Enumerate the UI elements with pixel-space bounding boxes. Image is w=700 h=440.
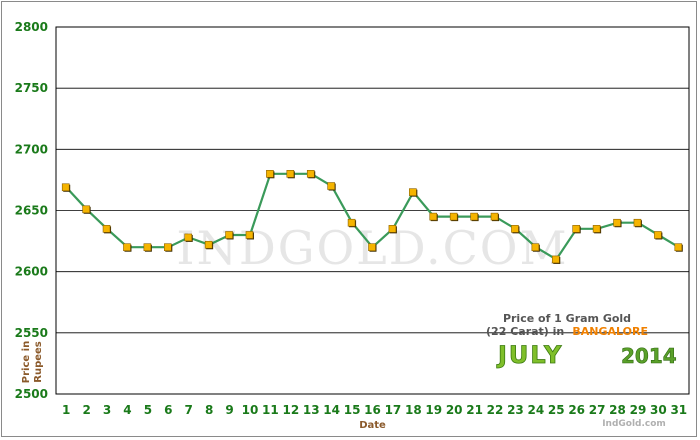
x-tick-label: 7 bbox=[185, 403, 193, 417]
y-tick-label: 2500 bbox=[15, 387, 48, 401]
data-point bbox=[633, 218, 642, 227]
y-tick-label: 2550 bbox=[15, 326, 48, 340]
data-point bbox=[164, 243, 172, 251]
data-point bbox=[674, 243, 683, 251]
data-point bbox=[204, 240, 213, 249]
data-point bbox=[245, 231, 254, 239]
x-tick-label: 28 bbox=[609, 403, 626, 417]
legend-month: JULY bbox=[496, 341, 563, 369]
x-tick-label: 16 bbox=[364, 403, 381, 417]
data-point bbox=[184, 233, 193, 242]
y-tick-label: 2650 bbox=[15, 204, 48, 218]
x-tick-label: 5 bbox=[144, 403, 152, 417]
data-point bbox=[572, 225, 580, 233]
data-point bbox=[490, 212, 499, 221]
data-point bbox=[654, 231, 662, 239]
x-tick-label: 22 bbox=[487, 403, 504, 417]
data-point bbox=[592, 225, 601, 233]
legend-city: BANGALORE bbox=[572, 325, 648, 338]
x-tick-label: 23 bbox=[507, 403, 524, 417]
x-tick-label: 12 bbox=[282, 403, 299, 417]
x-tick-label: 27 bbox=[589, 403, 606, 417]
x-tick-label: 25 bbox=[548, 403, 565, 417]
x-tick-label: 2 bbox=[82, 403, 90, 417]
x-tick-label: 9 bbox=[225, 403, 233, 417]
x-tick-label: 13 bbox=[303, 403, 320, 417]
data-point bbox=[531, 243, 540, 251]
legend-subtitle: (22 Carat) in BANGALORE bbox=[486, 320, 648, 339]
y-tick-label: 2700 bbox=[15, 142, 48, 156]
x-tick-label: 24 bbox=[528, 403, 545, 417]
legend-box: Price of 1 Gram Gold (22 Carat) in BANGA… bbox=[486, 312, 677, 429]
x-tick-label: 6 bbox=[164, 403, 172, 417]
x-tick-label: 3 bbox=[103, 403, 111, 417]
x-axis: 1 2 3 4 5 6 7 8 9 10 11 12 13 14 15 16 17 18 19 20 21 22 23 24 2… bbox=[62, 403, 687, 417]
data-point bbox=[551, 255, 560, 264]
series-markers bbox=[61, 170, 683, 264]
data-point bbox=[143, 243, 152, 251]
x-tick-label: 30 bbox=[650, 403, 667, 417]
x-tick-label: 26 bbox=[568, 403, 585, 417]
x-tick-label: 21 bbox=[466, 403, 483, 417]
x-tick-label: 15 bbox=[344, 403, 361, 417]
y-tick-label: 2600 bbox=[15, 265, 48, 279]
credit-text: IndGold.com bbox=[602, 419, 666, 429]
legend-carat: (22 Carat) in bbox=[486, 325, 564, 338]
y-axis-label-line1: Price in bbox=[21, 341, 32, 383]
data-point bbox=[613, 218, 621, 227]
data-point bbox=[347, 218, 356, 227]
legend-title: Price of 1 Gram Gold bbox=[503, 312, 631, 325]
x-tick-label: 8 bbox=[205, 403, 213, 417]
x-tick-label: 11 bbox=[262, 403, 279, 417]
y-axis-label-line2: Rupees bbox=[33, 341, 44, 383]
gridlines bbox=[56, 87, 689, 334]
y-tick-label: 2800 bbox=[15, 20, 48, 34]
data-point bbox=[123, 243, 131, 251]
x-tick-label: 20 bbox=[446, 403, 463, 417]
x-tick-label: 4 bbox=[123, 403, 131, 417]
data-point bbox=[449, 212, 458, 221]
x-tick-label: 19 bbox=[425, 403, 442, 417]
data-point bbox=[511, 225, 519, 233]
data-point bbox=[306, 170, 315, 178]
x-tick-label: 1 bbox=[62, 403, 70, 417]
data-point bbox=[429, 212, 438, 221]
data-point bbox=[266, 170, 274, 178]
data-point bbox=[327, 182, 335, 190]
x-tick-label: 14 bbox=[323, 403, 340, 417]
data-point bbox=[470, 212, 478, 221]
data-point bbox=[102, 225, 111, 233]
x-tick-label: 17 bbox=[385, 403, 402, 417]
x-tick-label: 10 bbox=[242, 403, 259, 417]
data-point bbox=[61, 183, 70, 192]
x-tick-label: 29 bbox=[630, 403, 647, 417]
data-point bbox=[388, 225, 397, 233]
y-axis: 2500 2550 2600 2650 2700 2750 2800 bbox=[15, 20, 48, 401]
data-point bbox=[225, 231, 233, 239]
y-tick-label: 2750 bbox=[15, 81, 48, 95]
legend-year: 2014 bbox=[621, 344, 677, 368]
data-point bbox=[368, 243, 376, 251]
data-point bbox=[82, 205, 90, 214]
y-axis-title: Price in Rupees bbox=[21, 341, 44, 383]
data-point bbox=[286, 170, 295, 178]
data-point bbox=[409, 188, 417, 196]
x-axis-label: Date bbox=[359, 420, 386, 431]
x-tick-label: 31 bbox=[670, 403, 687, 417]
x-tick-label: 18 bbox=[405, 403, 422, 417]
plot-border bbox=[55, 26, 690, 395]
